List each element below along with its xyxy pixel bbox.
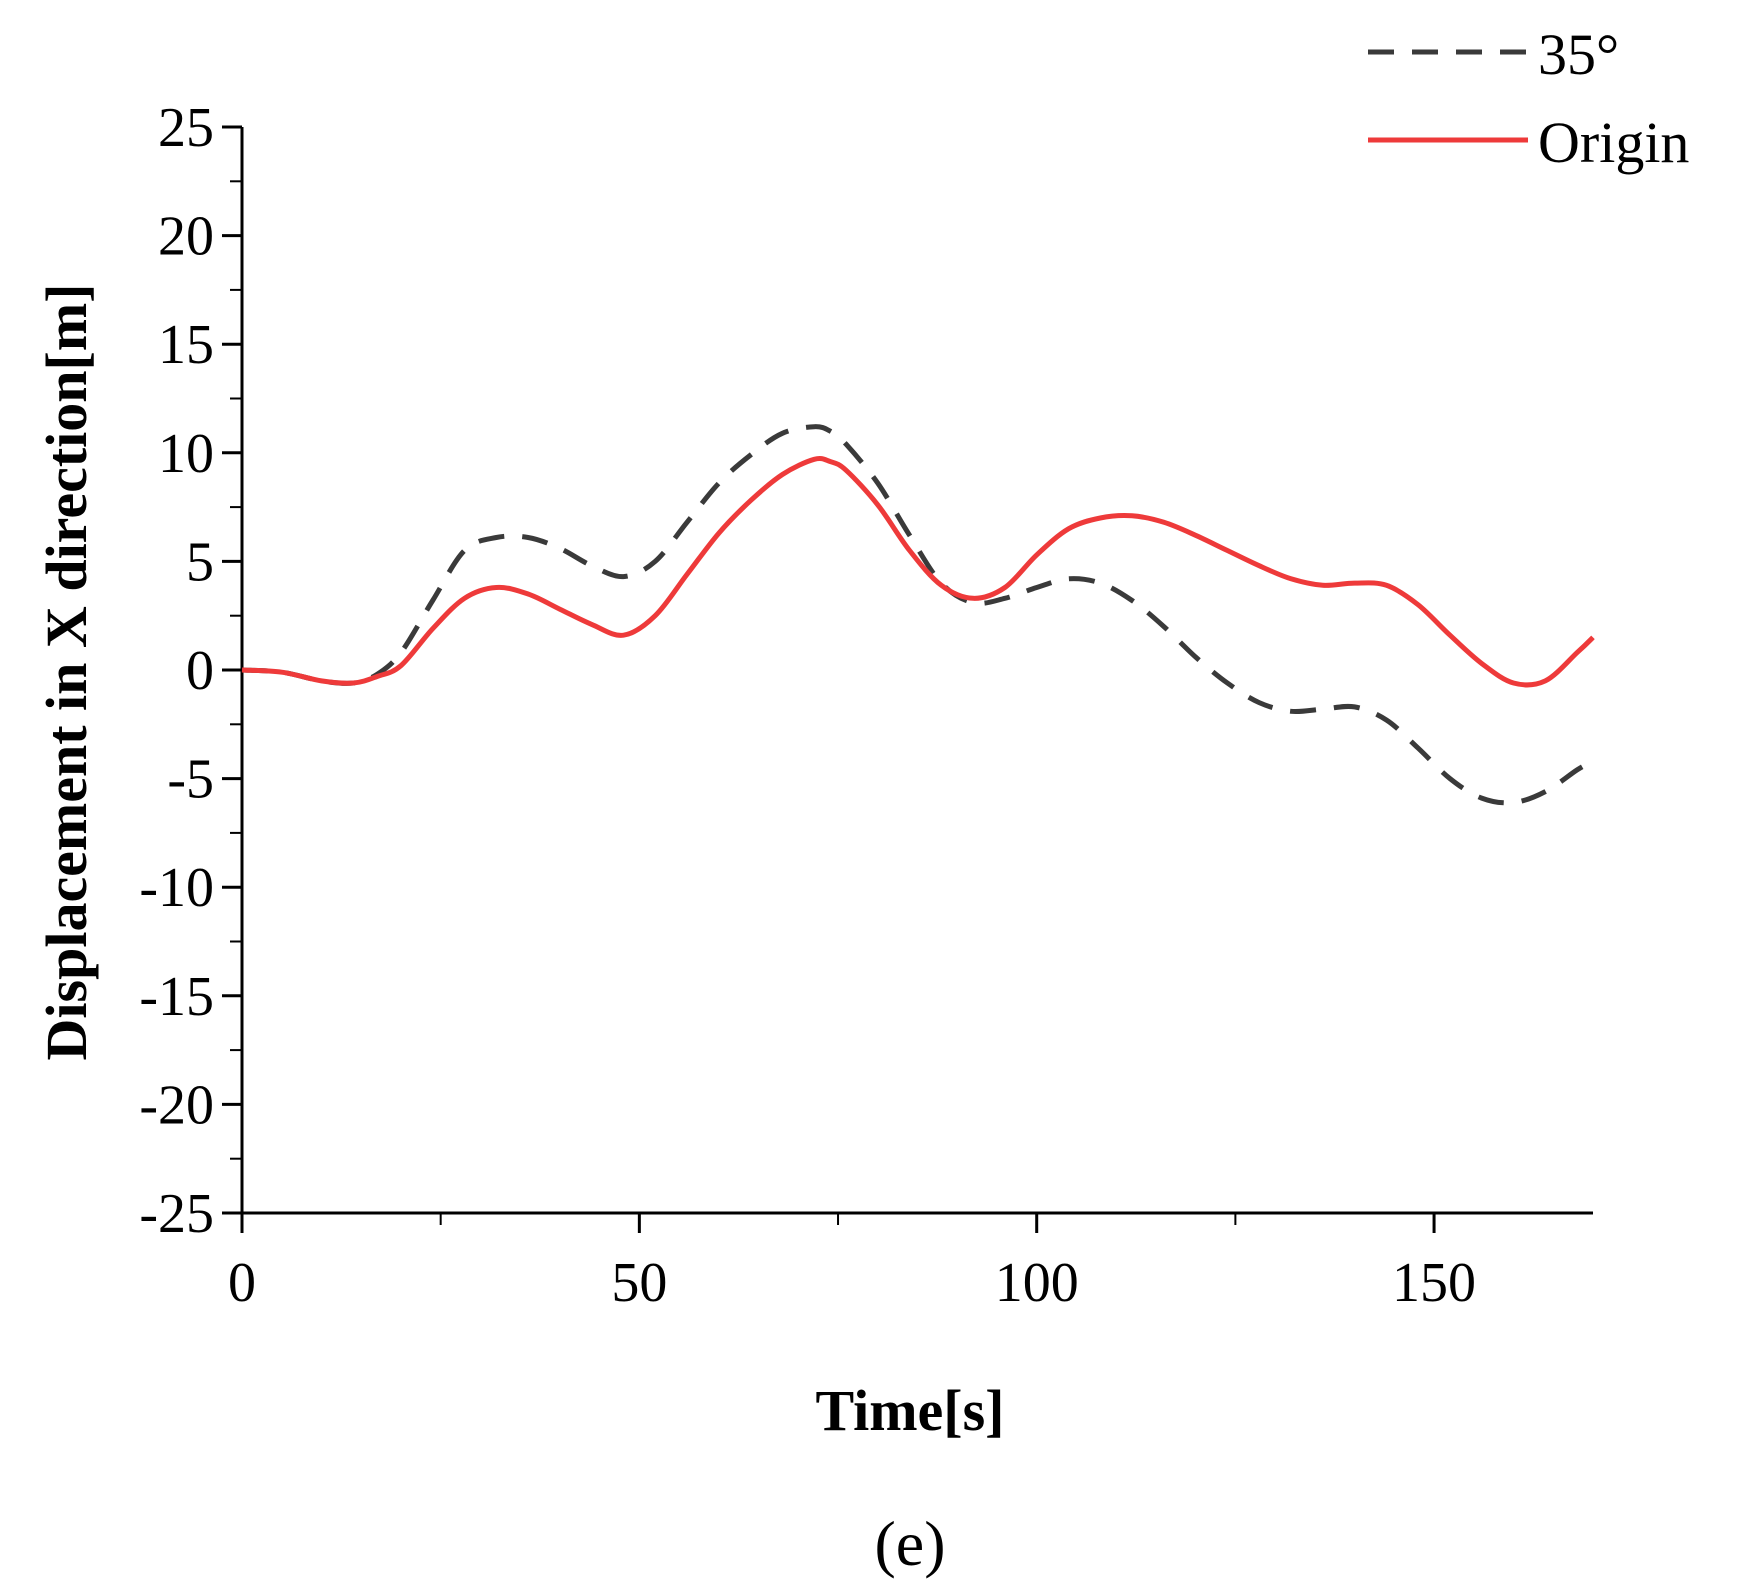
y-tick-label: 5	[186, 531, 214, 593]
y-axis-title: Displacement in X direction[m]	[34, 284, 99, 1061]
x-tick-label: 100	[995, 1252, 1079, 1314]
axes	[222, 125, 1593, 1233]
panel-label: (e)	[874, 1508, 945, 1579]
y-tick-label: -5	[167, 749, 214, 811]
y-tick-label: -20	[139, 1074, 214, 1136]
tick-labels: -25 -20 -15 -10 -5 0 5 10 15 20 25 0 50 100 150	[139, 97, 1476, 1314]
y-tick-label: 10	[158, 423, 214, 485]
y-tick-label: 20	[158, 206, 214, 268]
x-tick-label: 50	[611, 1252, 667, 1314]
y-tick-label: -10	[139, 857, 214, 919]
series-line-origin	[241, 455, 1595, 688]
legend: 35° Origin	[1368, 22, 1689, 175]
y-tick-label: -25	[139, 1183, 214, 1245]
x-tick-label: 150	[1392, 1252, 1476, 1314]
series-line-35deg	[241, 424, 1595, 806]
legend-label-origin: Origin	[1538, 110, 1689, 175]
y-tick-label: 15	[158, 314, 214, 376]
y-tick-label: 25	[158, 97, 214, 159]
y-tick-label: 0	[186, 640, 214, 702]
legend-label-35deg: 35°	[1538, 22, 1619, 87]
y-tick-label: -15	[139, 966, 214, 1028]
x-tick-label: 0	[228, 1252, 256, 1314]
x-axis-title: Time[s]	[815, 1378, 1004, 1443]
series-group	[241, 424, 1595, 806]
